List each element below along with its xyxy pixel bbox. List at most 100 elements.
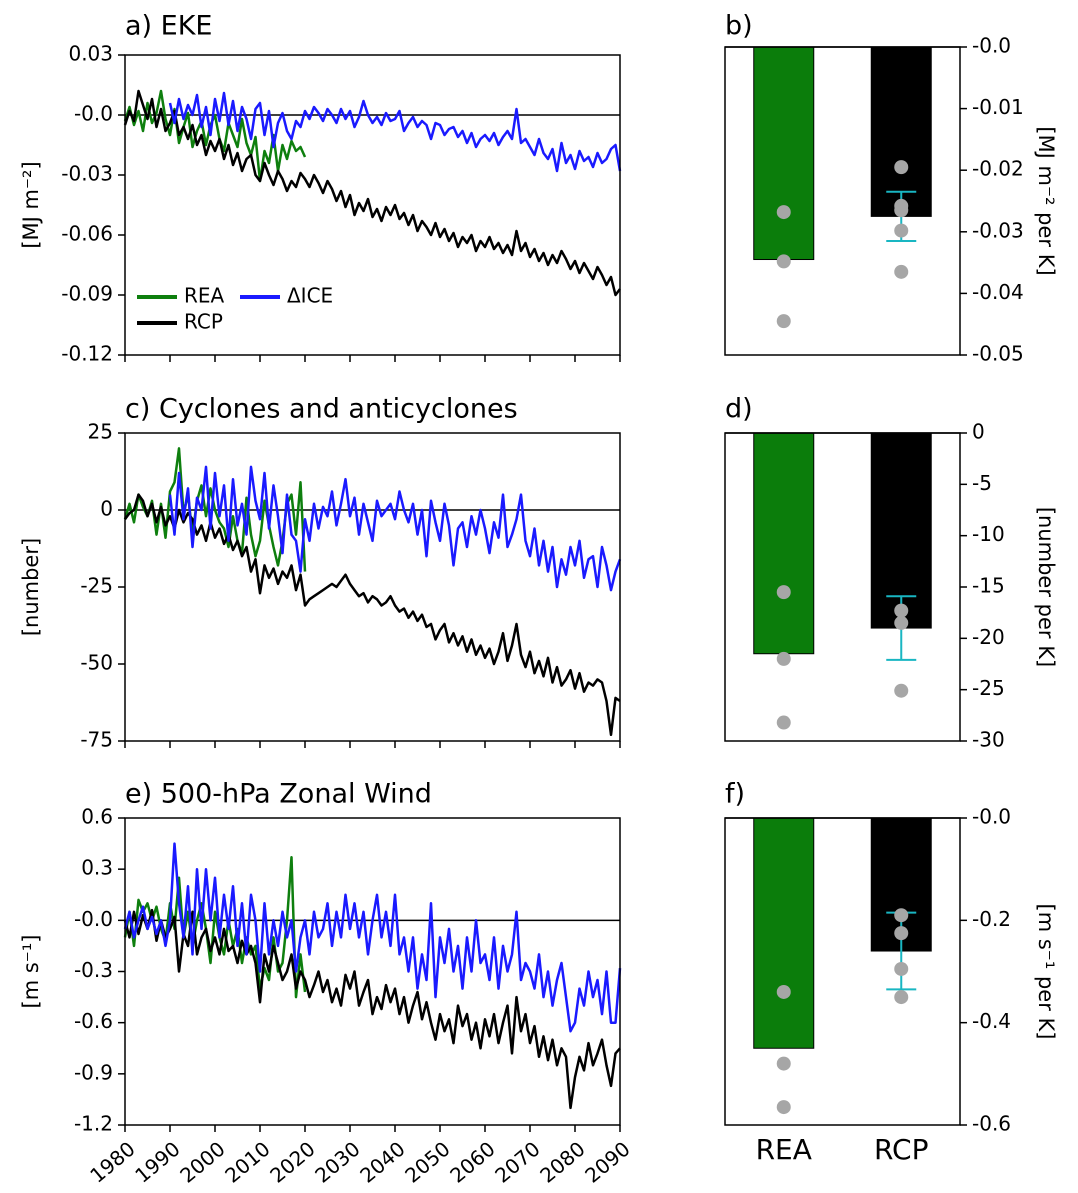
- plot-frame: [724, 432, 961, 742]
- member-point: [776, 254, 791, 269]
- y-tick-label: -0.03: [61, 162, 113, 186]
- y-tick-label: -0.6: [74, 1009, 113, 1033]
- member-point: [776, 984, 791, 999]
- member-point: [894, 603, 909, 618]
- y-tick-label: -5: [972, 471, 992, 495]
- member-point: [894, 264, 909, 279]
- plot-frame: [724, 817, 961, 1126]
- x-tick-label: 1980: [85, 1137, 139, 1188]
- y-tick-label: -0.01: [972, 95, 1024, 119]
- plot-frame: [724, 46, 961, 356]
- series-line: [168, 91, 622, 173]
- member-point: [894, 223, 909, 238]
- y-tick-label: -30: [972, 728, 1005, 752]
- y-tick-label: -75: [80, 728, 113, 752]
- member-point: [894, 908, 909, 923]
- y-axis-label: [number per K]: [1034, 507, 1058, 667]
- bar: [753, 46, 815, 261]
- series-line: [123, 908, 621, 1110]
- member-point: [894, 961, 909, 976]
- y-tick-label: -0.0: [972, 805, 1011, 829]
- y-tick-label: -15: [972, 574, 1005, 598]
- member-point: [894, 203, 909, 218]
- x-tick-label: 2030: [310, 1137, 364, 1188]
- y-tick-label: -0.0: [74, 907, 113, 931]
- y-tick-label: -50: [80, 651, 113, 675]
- legend-label: REA: [184, 284, 225, 308]
- bar: [753, 817, 815, 1049]
- panel-title: a) EKE: [125, 11, 213, 42]
- member-point: [894, 160, 909, 175]
- member-point: [776, 715, 791, 730]
- panel-title: b): [725, 11, 753, 42]
- y-axis-label: [number]: [19, 538, 43, 636]
- y-axis-label: [m s⁻¹]: [19, 935, 43, 1009]
- plot-frame: [124, 432, 621, 742]
- y-tick-label: -0.0: [972, 34, 1011, 58]
- member-point: [776, 314, 791, 329]
- y-tick-label: -0.4: [972, 1009, 1011, 1033]
- x-tick-label: 1990: [130, 1137, 184, 1188]
- y-tick-label: -0.3: [74, 958, 113, 982]
- y-tick-label: -0.05: [972, 342, 1024, 366]
- plot-frame: [124, 817, 621, 1126]
- member-point: [894, 926, 909, 941]
- y-tick-label: -0.02: [972, 157, 1024, 181]
- x-tick-label: 2070: [490, 1137, 544, 1188]
- panel-title: c) Cyclones and anticyclones: [125, 394, 518, 425]
- y-tick-label: -0.03: [972, 218, 1024, 242]
- member-point: [776, 1056, 791, 1071]
- y-tick-label: 25: [88, 420, 113, 444]
- y-tick-label: 0: [100, 497, 113, 521]
- series-line: [123, 842, 622, 1033]
- member-point: [776, 651, 791, 666]
- member-point: [776, 585, 791, 600]
- member-point: [894, 615, 909, 630]
- x-tick-label: RCP: [874, 1133, 929, 1166]
- bar: [753, 432, 815, 655]
- y-tick-label: 0: [972, 420, 985, 444]
- y-tick-label: -0.0: [74, 102, 113, 126]
- series-line: [123, 89, 621, 297]
- y-tick-label: -0.09: [61, 282, 113, 306]
- y-tick-label: -25: [972, 676, 1005, 700]
- x-tick-label: 2040: [355, 1137, 409, 1188]
- y-tick-label: -0.6: [972, 1112, 1011, 1136]
- x-tick-label: 2050: [400, 1137, 454, 1188]
- y-tick-label: -10: [972, 522, 1005, 546]
- member-point: [776, 205, 791, 220]
- y-tick-label: -0.9: [74, 1060, 113, 1084]
- plot-frame: [124, 54, 621, 356]
- member-point: [894, 990, 909, 1005]
- x-tick-label: 2080: [535, 1137, 589, 1188]
- x-tick-label: 2090: [580, 1137, 634, 1188]
- y-tick-label: 0.3: [81, 856, 113, 880]
- panel-title: e) 500-hPa Zonal Wind: [125, 779, 432, 810]
- y-tick-label: -0.2: [972, 907, 1011, 931]
- x-tick-label: 2010: [220, 1137, 274, 1188]
- y-axis-label: [m s⁻¹ per K]: [1034, 904, 1058, 1040]
- y-axis-label: [MJ m⁻²]: [19, 161, 43, 248]
- x-tick-label: 2000: [175, 1137, 229, 1188]
- panel-title: d): [725, 394, 753, 425]
- legend-label: ΔICE: [287, 284, 333, 308]
- y-tick-label: -1.2: [74, 1112, 113, 1136]
- y-tick-label: 0.03: [68, 42, 113, 66]
- member-point: [894, 683, 909, 698]
- bar: [870, 46, 932, 217]
- series-line: [168, 465, 622, 592]
- legend-label: RCP: [184, 310, 223, 334]
- y-tick-label: -25: [80, 574, 113, 598]
- y-tick-label: 0.6: [81, 805, 113, 829]
- y-tick-label: -20: [972, 625, 1005, 649]
- member-point: [776, 1100, 791, 1115]
- x-tick-label: REA: [756, 1133, 812, 1166]
- series-line: [123, 493, 621, 737]
- y-tick-label: -0.06: [61, 222, 113, 246]
- series-line: [123, 447, 307, 572]
- y-tick-label: -0.12: [61, 342, 113, 366]
- y-axis-label: [MJ m⁻² per K]: [1034, 126, 1058, 275]
- x-tick-label: 2020: [265, 1137, 319, 1188]
- x-tick-label: 2060: [445, 1137, 499, 1188]
